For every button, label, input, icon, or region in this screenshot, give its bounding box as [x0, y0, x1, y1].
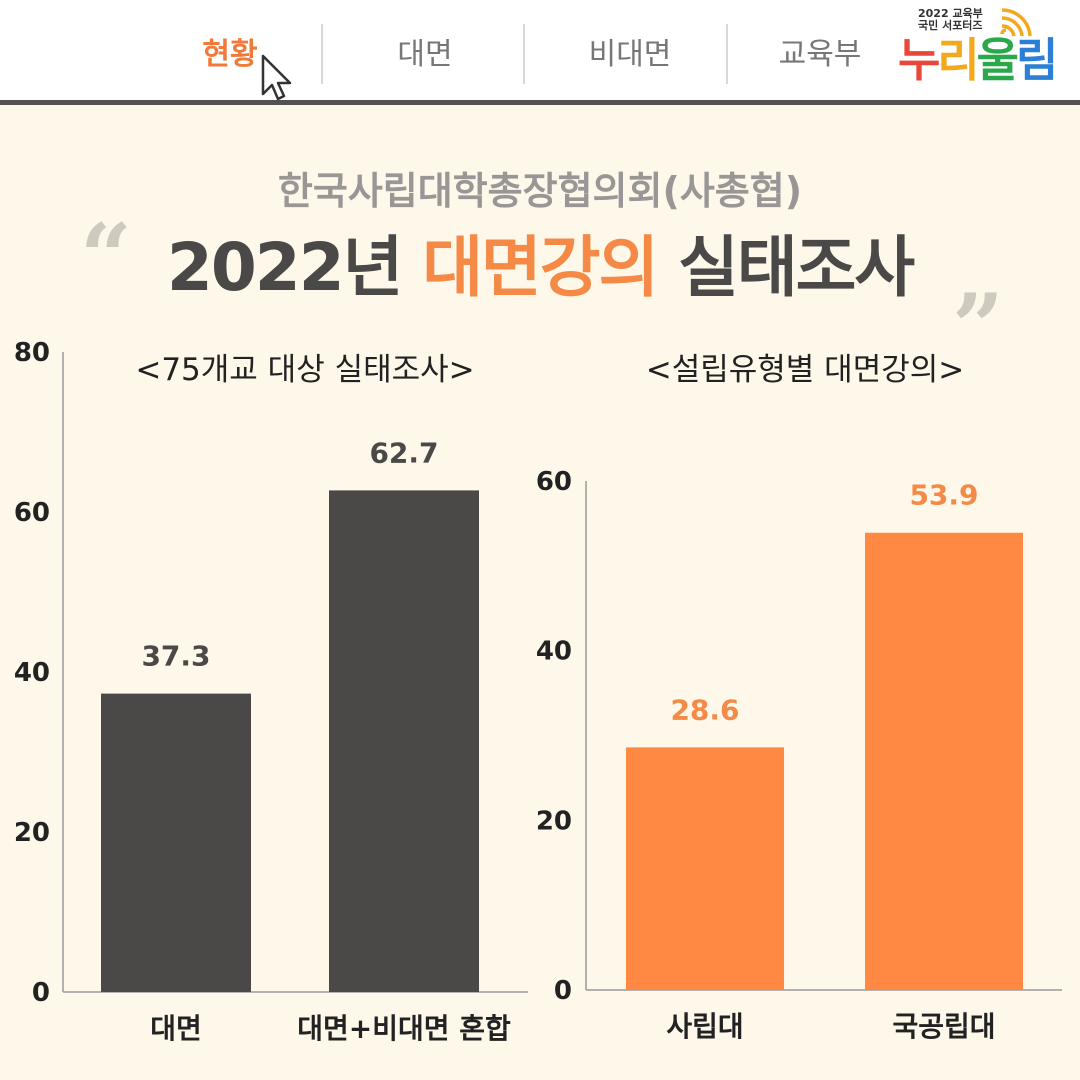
- tab-in-person[interactable]: 대면: [397, 37, 453, 72]
- title-highlight: 대면강의: [422, 229, 659, 306]
- tab-divider: [523, 24, 525, 84]
- chart1-y-tick-label: 0: [32, 978, 50, 1008]
- chart2-category-label: 국공립대: [892, 1010, 995, 1043]
- signal-waves-icon: [1000, 8, 1032, 37]
- logo-char: 리: [937, 33, 979, 87]
- chart2-y-tick-label: 40: [536, 637, 572, 667]
- chart1-y-tick-label: 80: [14, 338, 50, 368]
- page-subtitle: 한국사립대학총장협의회(사총협): [277, 169, 803, 213]
- title-year: 2022년: [166, 229, 423, 306]
- open-quote-mark: “: [80, 204, 132, 310]
- page-title: 2022년 대면강의 실태조사: [0, 214, 1080, 310]
- close-quote-mark: ”: [952, 274, 1004, 380]
- chart2-bar: [626, 747, 784, 990]
- chart1-category-label: 대면+비대면 혼합: [297, 1012, 511, 1045]
- logo-caption: 2022 교육부 국민 서포터즈: [918, 7, 983, 32]
- logo-char: 누: [898, 33, 940, 87]
- tab-remote[interactable]: 비대면: [588, 37, 672, 72]
- logo-wordmark: 누리울림: [898, 30, 1058, 90]
- top-nav-bar: 현황 대면 비대면 교육부 2022 교육부 국민 서포터즈 누리울림: [0, 0, 1080, 105]
- tab-status[interactable]: 현황: [202, 37, 258, 72]
- chart2-category-label: 사립대: [666, 1010, 743, 1043]
- logo-char: 림: [1015, 33, 1058, 87]
- logo-char: 울: [976, 33, 1019, 87]
- tab-divider: [726, 24, 728, 84]
- chart2-value-label: 53.9: [909, 479, 978, 512]
- chart2-value-label: 28.6: [670, 693, 739, 726]
- logo: 2022 교육부 국민 서포터즈 누리울림: [898, 8, 1068, 100]
- chart1-y-tick-label: 40: [14, 658, 50, 688]
- chart1-y-tick-label: 60: [14, 498, 50, 528]
- chart2-bar: [865, 532, 1023, 990]
- tab-divider: [321, 24, 323, 84]
- chart2-y-tick-label: 20: [536, 806, 572, 836]
- chart2-title: <설립유형별 대면강의>: [645, 352, 965, 388]
- chart1-value-label: 62.7: [369, 436, 438, 469]
- chart2-y-tick-label: 60: [536, 467, 572, 497]
- chart2-y-tick-label: 0: [554, 976, 572, 1006]
- title-suffix: 실태조사: [657, 229, 915, 306]
- tab-ministry[interactable]: 교육부: [778, 37, 862, 72]
- chart1-bar: [101, 693, 251, 992]
- chart1-title: <75개교 대상 실태조사>: [135, 352, 475, 388]
- chart1-bar: [329, 490, 479, 992]
- chart1-y-tick-label: 20: [14, 818, 50, 848]
- mouse-pointer-icon: [261, 54, 292, 101]
- chart1-value-label: 37.3: [141, 640, 210, 673]
- chart1-category-label: 대면: [150, 1012, 202, 1045]
